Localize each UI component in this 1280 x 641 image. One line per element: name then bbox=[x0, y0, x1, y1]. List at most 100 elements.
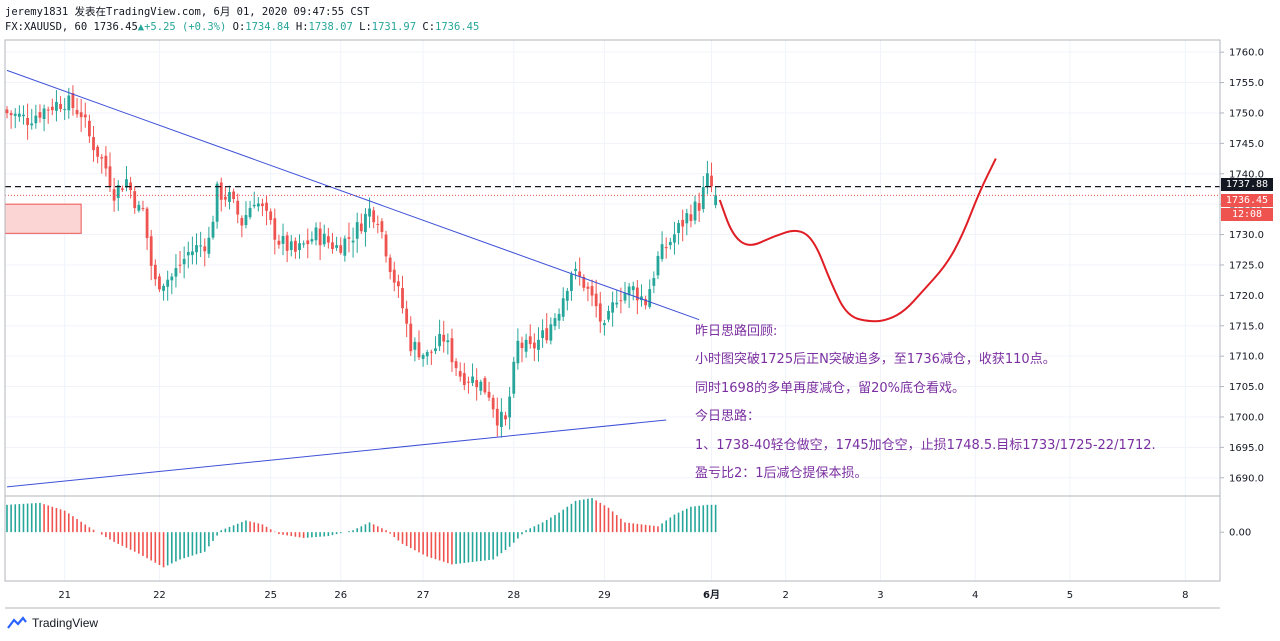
candle-body bbox=[104, 155, 108, 169]
candle-body bbox=[603, 323, 606, 326]
candle-body bbox=[310, 239, 314, 242]
candle-body bbox=[170, 276, 174, 281]
candle-body bbox=[384, 234, 388, 257]
candle-body bbox=[397, 281, 400, 287]
candle-body bbox=[219, 182, 223, 200]
candle-body bbox=[63, 109, 67, 111]
price-tick-label: 1740.0 bbox=[1229, 169, 1264, 180]
candle-body bbox=[302, 243, 306, 245]
candle-body bbox=[9, 113, 13, 116]
candle-body bbox=[50, 106, 54, 111]
cloud-logo-icon bbox=[7, 616, 27, 629]
candle-body bbox=[116, 185, 120, 198]
candle-body bbox=[685, 213, 689, 224]
candle-body bbox=[693, 201, 697, 221]
candle-body bbox=[223, 196, 227, 200]
candle-body bbox=[710, 175, 713, 187]
brand-name: TradingView bbox=[32, 616, 99, 630]
candle-body bbox=[570, 274, 573, 291]
candle-body bbox=[450, 338, 454, 363]
candle-body bbox=[545, 328, 549, 341]
candle-body bbox=[199, 245, 203, 247]
last-price-tag: 1736.45 bbox=[1221, 194, 1273, 207]
note-line: 盈亏比2：1后减仓提保本损。 bbox=[695, 466, 868, 481]
candle-body bbox=[594, 293, 598, 307]
candle-body bbox=[182, 258, 186, 265]
candle-body bbox=[644, 299, 647, 306]
candle-body bbox=[108, 166, 112, 187]
countdown-tag: 12:08 bbox=[1221, 208, 1273, 221]
osc-tick-label: 0.00 bbox=[1229, 528, 1251, 539]
note-line: 昨日思路回顾: bbox=[695, 324, 778, 339]
projected-path[interactable] bbox=[718, 158, 997, 323]
candle-body bbox=[640, 296, 643, 301]
note-line: 小时图突破1725后正N突破追多，至1736减仓，收获110点。 bbox=[695, 352, 1056, 367]
candle-body bbox=[401, 288, 404, 309]
candle-body bbox=[141, 207, 145, 209]
candle-body bbox=[277, 240, 281, 245]
candle-body bbox=[120, 188, 124, 190]
candle-body bbox=[281, 236, 285, 244]
candle-body bbox=[96, 146, 100, 157]
candle-body bbox=[392, 269, 396, 283]
candle-body bbox=[627, 286, 631, 296]
candle-body bbox=[516, 340, 520, 364]
candle-body bbox=[471, 376, 474, 383]
candle-body bbox=[79, 112, 83, 118]
note-line: 今日思路： bbox=[695, 409, 761, 424]
candle-body bbox=[211, 221, 215, 238]
price-tick-label: 1750.0 bbox=[1229, 108, 1264, 119]
candle-body bbox=[207, 237, 211, 254]
candle-body bbox=[615, 302, 619, 305]
candle-body bbox=[203, 246, 207, 252]
chart-frame bbox=[4, 39, 1221, 609]
candle-body bbox=[34, 115, 38, 124]
tradingview-logo[interactable]: TradingView bbox=[6, 616, 98, 630]
note-line: 1、1738-40轻仓做空，1745加仓空，止损1748.5.目标1733/17… bbox=[695, 438, 1156, 453]
last-price: 1736.45 bbox=[93, 21, 138, 33]
candle-body bbox=[331, 242, 334, 249]
candle-body bbox=[537, 339, 540, 350]
candle-body bbox=[405, 308, 409, 324]
candle-body bbox=[298, 243, 301, 250]
symbol-label[interactable]: FX:XAUUSD, 60 bbox=[5, 21, 88, 33]
candle-body bbox=[306, 240, 310, 245]
time-tick-label: 22 bbox=[153, 590, 166, 601]
time-tick-label: 4 bbox=[972, 590, 978, 601]
trendlines[interactable] bbox=[6, 69, 700, 488]
candle-body bbox=[388, 257, 392, 273]
candle-body bbox=[158, 276, 161, 290]
candle-body bbox=[318, 228, 322, 246]
candle-body bbox=[133, 191, 137, 209]
candle-body bbox=[368, 208, 371, 217]
candle-body bbox=[619, 300, 623, 302]
candle-body bbox=[668, 241, 672, 246]
candle-body bbox=[112, 189, 116, 201]
price-axis[interactable]: 1690.0 1695.0 1700.0 1705.0 1710.0 1715.0 1720… bbox=[1220, 48, 1264, 539]
candle-body bbox=[59, 103, 62, 109]
candle-body bbox=[137, 204, 141, 211]
candle-body bbox=[561, 298, 565, 317]
candle-body bbox=[326, 236, 330, 243]
candle-body bbox=[677, 223, 680, 233]
time-tick-label: 28 bbox=[507, 590, 520, 601]
candle-body bbox=[17, 113, 21, 117]
low-value: 1731.97 bbox=[371, 21, 417, 33]
candle-body bbox=[532, 342, 536, 349]
price-tick-label: 1755.0 bbox=[1229, 78, 1264, 89]
candle-body bbox=[26, 117, 29, 125]
candle-body bbox=[269, 211, 273, 220]
candle-body bbox=[38, 112, 42, 118]
candle-body bbox=[88, 120, 91, 137]
candle-body bbox=[343, 238, 347, 256]
candle-body bbox=[504, 415, 507, 420]
candle-body bbox=[689, 214, 693, 221]
time-tick-label: 8 bbox=[1182, 590, 1188, 601]
candle-body bbox=[409, 323, 413, 352]
candle-body bbox=[635, 287, 639, 301]
candle-body bbox=[479, 381, 483, 391]
candle-body bbox=[520, 342, 524, 349]
time-tick-label: 27 bbox=[417, 590, 430, 601]
time-axis[interactable]: 21 22 25 26 27 28 29 6月 2 3 4 5 8 bbox=[58, 589, 1188, 601]
